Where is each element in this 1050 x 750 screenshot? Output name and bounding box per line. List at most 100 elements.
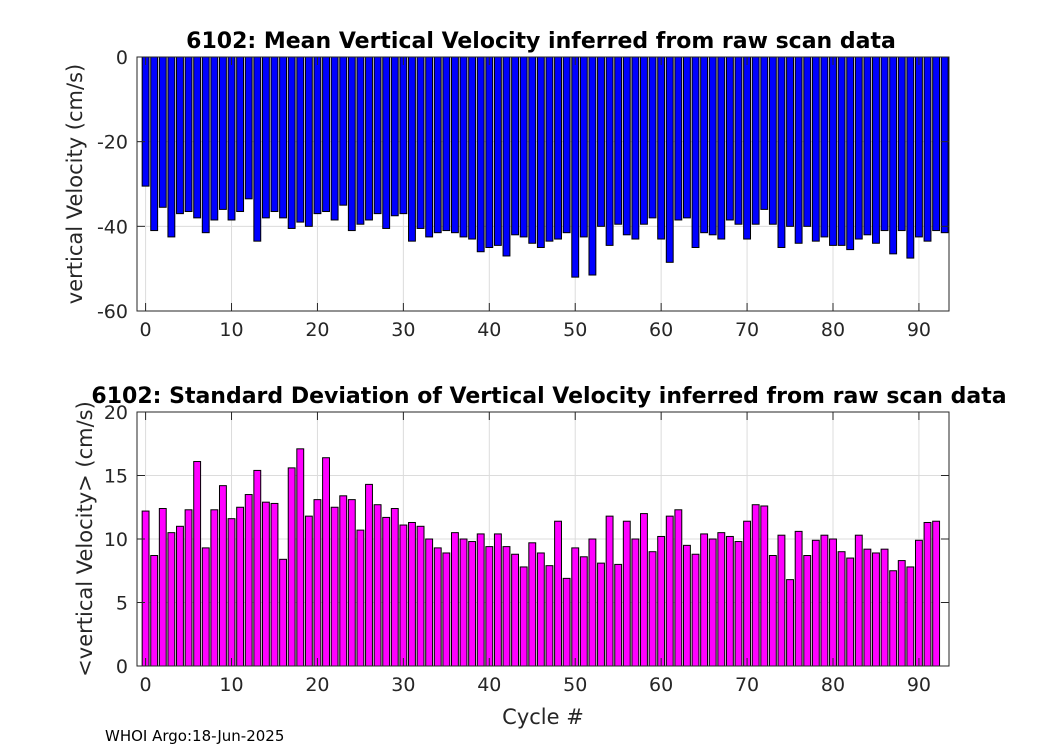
mean-velocity-bar: [502, 56, 511, 257]
mean-velocity-bar: [236, 56, 245, 213]
std-velocity-bar: [854, 534, 863, 667]
mean-velocity-bar: [270, 56, 279, 213]
std-velocity-bar: [674, 509, 683, 667]
std-velocity-bar: [425, 538, 434, 667]
std-velocity-bar: [270, 502, 279, 667]
mean-velocity-bar: [562, 56, 571, 234]
mean-velocity-bars: [141, 56, 949, 278]
std-velocity-bar: [201, 547, 210, 667]
std-velocity-xtick-label: 30: [391, 674, 415, 696]
mean-velocity-ytick-label: -40: [97, 216, 128, 238]
mean-velocity-bar: [622, 56, 631, 236]
std-velocity-bar: [889, 570, 898, 667]
std-velocity-bar: [880, 548, 889, 667]
mean-velocity-bar: [218, 56, 227, 210]
std-velocity-bar: [485, 546, 494, 667]
mean-velocity-bar: [408, 56, 416, 242]
std-velocity-bar: [657, 535, 666, 667]
std-velocity-bar: [897, 560, 906, 667]
std-velocity-ylabel: <vertical Velocity> (cm/s): [73, 401, 97, 677]
mean-velocity-bar: [751, 56, 760, 225]
mean-velocity-bar: [597, 56, 605, 227]
std-velocity-bar: [468, 541, 477, 667]
mean-velocity-bar: [657, 56, 666, 240]
std-velocity-bar: [519, 566, 528, 667]
mean-velocity-xtick-label: 20: [305, 319, 329, 341]
std-velocity-bar: [691, 553, 700, 667]
mean-velocity-bar: [382, 56, 391, 229]
mean-velocity-ytick-label: -60: [97, 301, 128, 323]
std-velocity-bar: [296, 448, 305, 667]
std-velocity-bar: [631, 538, 640, 667]
std-velocity-bar: [536, 552, 545, 667]
mean-velocity-bar: [313, 56, 322, 215]
std-velocity-bar: [562, 577, 571, 667]
std-velocity-bar: [476, 533, 485, 667]
mean-velocity-bar: [287, 56, 296, 229]
mean-velocity-bar: [459, 56, 468, 238]
mean-velocity-bar: [167, 56, 176, 238]
std-velocity-xtick-label: 90: [907, 674, 931, 696]
mean-velocity-ytick-label: -20: [97, 132, 128, 154]
mean-velocity-bar: [820, 56, 829, 238]
std-velocity-bar: [554, 520, 562, 667]
mean-velocity-bar: [468, 56, 477, 240]
std-velocity-bar: [442, 552, 451, 667]
mean-velocity-bar: [837, 56, 846, 246]
std-velocity-bar: [846, 557, 855, 667]
std-velocity-bar: [528, 542, 537, 667]
mean-velocity-bar: [631, 56, 640, 240]
mean-velocity-bar: [605, 56, 614, 246]
std-velocity-chart: 0 10 20 30 40 50 60 70 80 90 0 5 10 15 20 6102: Standa…: [73, 384, 1007, 729]
mean-velocity-bar: [682, 56, 691, 219]
mean-velocity-ticks: 0 10 20 30 40 50 60 70 80 90 0 -20 -40 -60: [97, 47, 949, 341]
mean-velocity-bar: [829, 56, 837, 246]
mean-velocity-bar: [201, 56, 210, 234]
std-velocity-ticks: 0 10 20 30 40 50 60 70 80 90 0 5 10 15 20: [104, 402, 949, 696]
std-velocity-bar: [459, 538, 468, 667]
std-velocity-bar: [433, 547, 442, 667]
std-velocity-ytick-label: 0: [116, 656, 128, 678]
std-velocity-bar: [373, 504, 382, 667]
mean-velocity-bar: [872, 56, 880, 244]
std-velocity-bar: [829, 538, 837, 667]
mean-velocity-bar: [493, 56, 502, 246]
mean-velocity-bar: [347, 56, 356, 232]
std-velocity-bar: [708, 538, 717, 667]
mean-velocity-bar: [365, 56, 373, 221]
std-velocity-bar: [416, 525, 425, 667]
mean-velocity-bar: [554, 56, 562, 240]
mean-velocity-axes-box: [136, 56, 950, 312]
std-velocity-xtick-label: 0: [140, 674, 152, 696]
std-velocity-bar: [820, 534, 829, 667]
mean-velocity-bar: [330, 56, 339, 221]
mean-velocity-bar: [717, 56, 726, 240]
std-velocity-bar: [837, 551, 846, 667]
std-velocity-bar: [700, 533, 709, 667]
std-velocity-xtick-label: 40: [477, 674, 501, 696]
mean-velocity-bar: [433, 56, 442, 234]
std-velocity-bar: [330, 506, 339, 667]
std-velocity-bar: [167, 532, 176, 667]
std-velocity-bar: [717, 532, 726, 667]
std-velocity-bar: [210, 509, 219, 667]
mean-velocity-bar: [854, 56, 863, 240]
mean-velocity-bar: [511, 56, 520, 236]
mean-velocity-bar: [176, 56, 184, 215]
std-velocity-bar: [236, 506, 245, 667]
std-velocity-bar: [218, 485, 227, 667]
mean-velocity-bar: [640, 56, 648, 225]
std-velocity-bar: [597, 562, 605, 667]
std-velocity-bar: [382, 516, 391, 667]
mean-velocity-bar: [571, 56, 580, 278]
mean-velocity-bar: [579, 56, 588, 238]
std-velocity-bar: [665, 515, 674, 667]
mean-velocity-bar: [476, 56, 485, 253]
mean-velocity-bar: [261, 56, 270, 219]
std-velocity-xtick-label: 80: [821, 674, 845, 696]
std-velocity-xtick-label: 10: [219, 674, 243, 696]
mean-velocity-bar: [897, 56, 906, 232]
mean-velocity-xtick-label: 90: [907, 319, 931, 341]
std-velocity-bar: [304, 515, 313, 667]
